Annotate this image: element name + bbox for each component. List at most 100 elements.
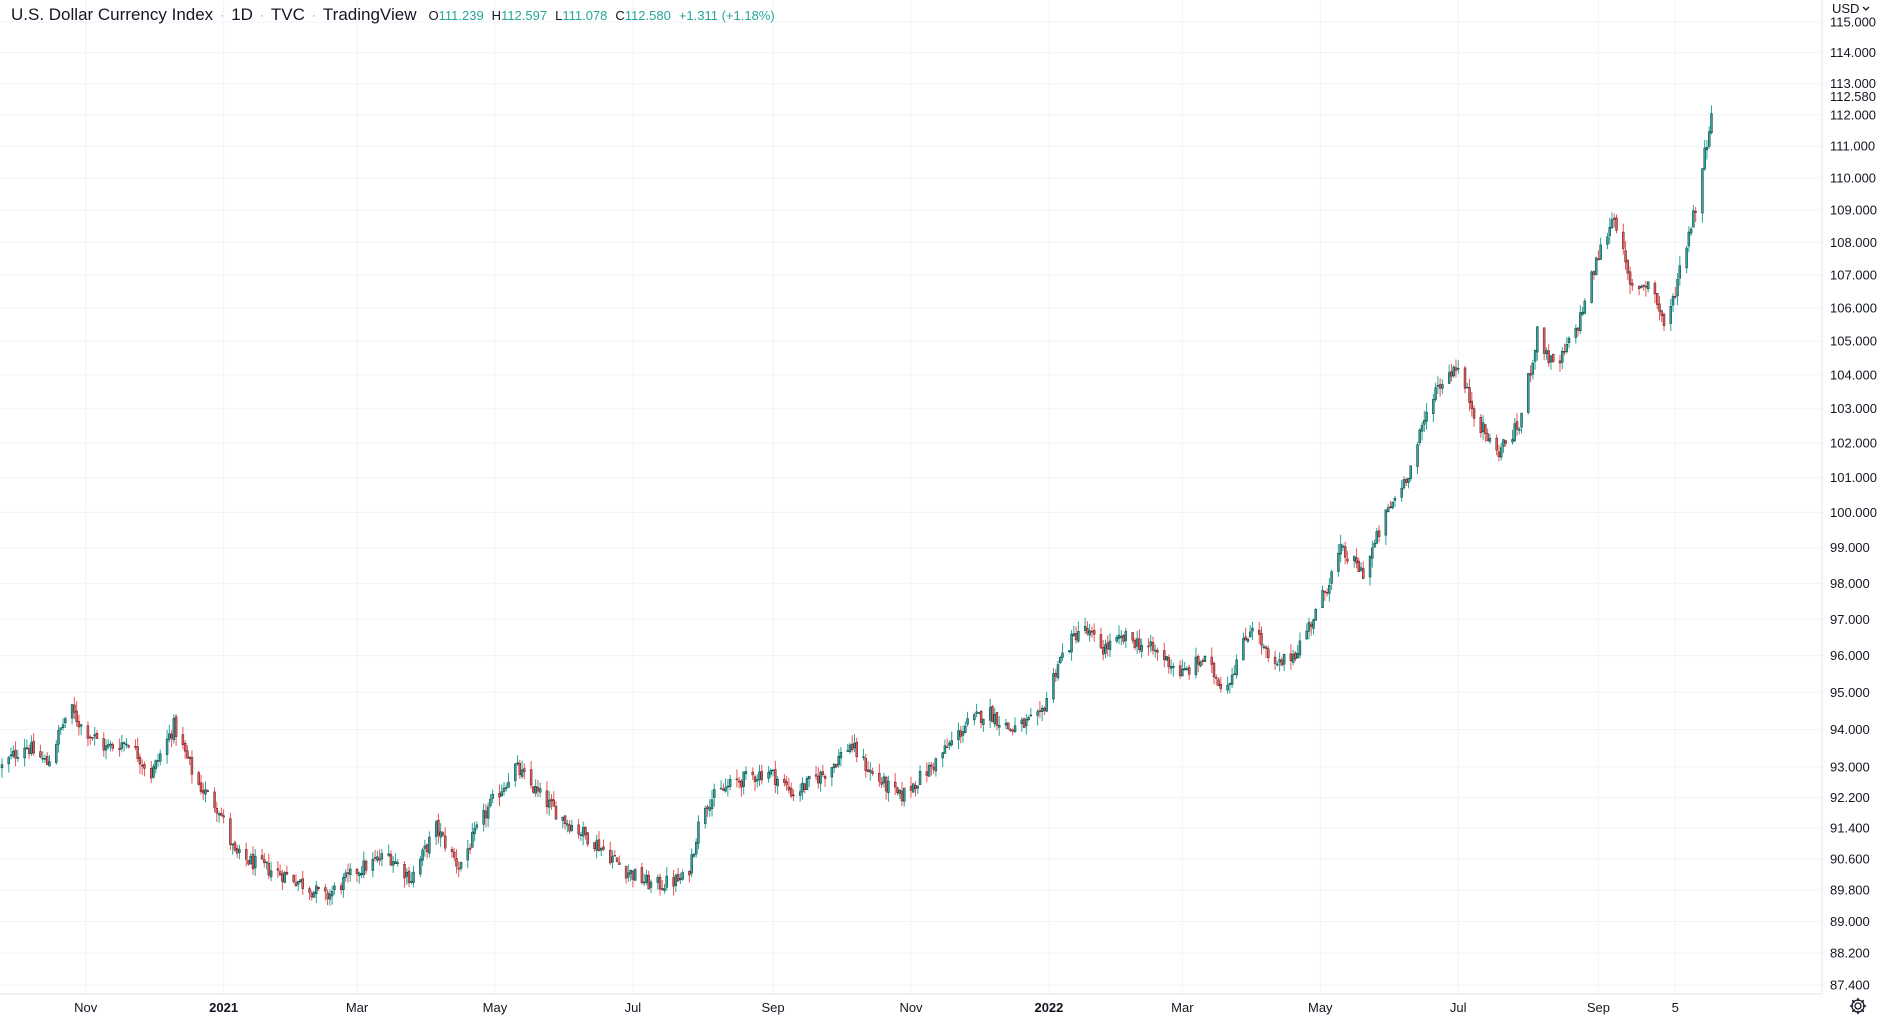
candle-up	[898, 789, 901, 800]
candle-down	[364, 859, 368, 875]
candle-down	[1438, 378, 1442, 397]
candle-down	[1267, 645, 1270, 663]
candle-down	[46, 752, 49, 765]
candle-up	[1307, 617, 1311, 640]
candle-body	[342, 877, 345, 890]
candle-body	[823, 776, 827, 779]
candle-up	[1027, 715, 1030, 722]
candle-down	[86, 721, 90, 747]
candle-up	[330, 885, 334, 905]
candle-body	[785, 781, 788, 786]
candle-up	[948, 740, 951, 750]
candle-body	[9, 754, 13, 757]
candle-up	[1165, 656, 1168, 661]
symbol-title[interactable]: U.S. Dollar Currency Index	[11, 5, 214, 24]
candle-body	[792, 794, 795, 797]
candle-down	[102, 732, 105, 757]
candle-body	[1212, 662, 1216, 678]
candle-up	[23, 738, 26, 767]
candle-up	[360, 866, 363, 878]
candle-up	[629, 869, 632, 882]
interval-label[interactable]: 1D	[231, 5, 253, 24]
candle-down	[1219, 676, 1222, 693]
time-tick-label: 5	[1672, 1000, 1679, 1015]
candle-down	[140, 759, 144, 775]
candle-down	[1156, 647, 1159, 661]
candle-down	[1592, 270, 1596, 280]
candle-up	[1276, 661, 1279, 667]
gear-icon[interactable]	[1848, 996, 1868, 1016]
price-axis[interactable]	[1823, 0, 1897, 994]
currency-selector[interactable]: USD	[1832, 1, 1870, 16]
candle-down	[1504, 439, 1507, 447]
candle-up	[507, 772, 510, 788]
candle-down	[373, 849, 377, 862]
candle-down	[27, 744, 31, 759]
time-axis[interactable]	[0, 995, 1822, 1021]
candle-down	[722, 783, 725, 792]
candle-up	[566, 819, 569, 833]
candle-up	[1420, 421, 1424, 441]
candle-body	[966, 718, 969, 725]
candle-body	[1070, 633, 1073, 653]
candle-up	[1183, 661, 1186, 671]
candle-down	[814, 765, 818, 781]
candle-body	[1278, 659, 1281, 663]
candle-body	[1441, 384, 1444, 389]
candle-down	[925, 762, 929, 783]
candle-body	[916, 785, 919, 789]
candle-body	[932, 767, 935, 770]
candle-body	[188, 756, 191, 759]
change-value: +1.311 (+1.18%)	[678, 7, 775, 23]
candle-body	[1608, 227, 1611, 236]
candle-down	[1131, 632, 1134, 644]
legend-separator: ·	[259, 8, 264, 22]
candle-down	[455, 849, 458, 874]
candle-up	[1608, 217, 1611, 244]
candle-body	[948, 742, 951, 746]
candle-body	[1341, 545, 1345, 548]
candle-up	[1246, 637, 1250, 643]
candle-down	[760, 764, 763, 785]
candle-down	[1547, 344, 1550, 367]
candle-body	[609, 849, 612, 864]
candle-up	[1140, 638, 1143, 658]
candle-body	[1529, 373, 1532, 376]
candle-down	[39, 744, 42, 759]
candle-body	[1405, 479, 1408, 483]
candle-body	[1273, 656, 1277, 664]
candle-down	[640, 862, 644, 885]
price-tick-label: 108.000	[1830, 235, 1877, 250]
candle-down	[1217, 677, 1220, 687]
candle-up	[997, 715, 1001, 736]
time-tick-label: 2021	[209, 1000, 238, 1015]
candle-body	[1226, 685, 1229, 691]
candle-body	[1244, 636, 1247, 641]
candle-body	[1407, 478, 1410, 483]
candle-up	[961, 725, 965, 743]
candle-body	[561, 817, 564, 821]
exchange-label: TVC	[270, 5, 305, 24]
candle-up	[238, 844, 241, 860]
candle-up	[1339, 534, 1342, 563]
candle-body	[819, 771, 822, 784]
candle-body	[12, 750, 15, 757]
candle-body	[1452, 366, 1455, 377]
candle-body	[1149, 641, 1152, 646]
price-tick-label: 106.000	[1830, 300, 1877, 315]
candle-up	[0, 758, 4, 778]
candle-down	[498, 784, 501, 807]
candle-up	[168, 725, 171, 743]
candle-body	[276, 868, 280, 871]
candle-up	[1441, 379, 1444, 395]
candle-down	[792, 789, 795, 802]
candle-body	[728, 779, 732, 787]
candle-down	[871, 767, 874, 776]
candle-up	[297, 880, 300, 892]
candle-up	[61, 718, 65, 731]
candle-body	[213, 791, 216, 808]
candle-up	[466, 839, 470, 869]
candle-body	[310, 893, 313, 898]
